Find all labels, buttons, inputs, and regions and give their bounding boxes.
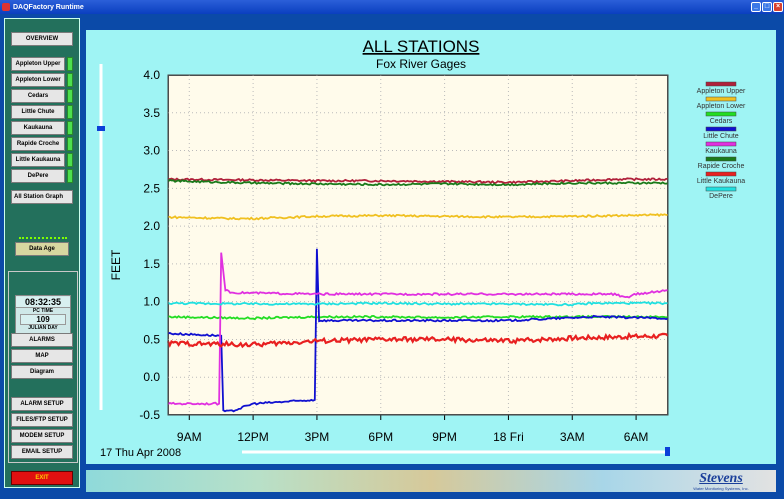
series-line-kaukauna	[167, 252, 668, 406]
legend-swatch	[705, 186, 737, 192]
legend-label: Little Kaukauna	[697, 178, 745, 185]
left-nav-panel: OVERVIEW Appleton Upper Appleton Lower Ced…	[4, 18, 80, 488]
legend-swatch	[705, 81, 737, 87]
alarms-button[interactable]: ALARMS	[11, 333, 73, 347]
chart-title: ALL STATIONS	[363, 37, 480, 56]
legend-swatch	[705, 156, 737, 162]
modem-setup-button[interactable]: MODEM SETUP	[11, 429, 73, 443]
series-line-appleton-lower	[167, 213, 669, 221]
y-tick-label: 0.0	[143, 370, 160, 384]
julian-day: 109	[20, 314, 66, 325]
minimize-button[interactable]: _	[751, 2, 761, 12]
station-button-cedars[interactable]: Cedars	[11, 89, 65, 103]
email-setup-button[interactable]: EMAIL SETUP	[11, 445, 73, 459]
x-tick-label: 3PM	[305, 430, 330, 444]
station-status-indicator	[67, 153, 73, 167]
data-age-button[interactable]: Data Age	[15, 242, 69, 256]
horizontal-scroll-thumb[interactable]	[665, 447, 670, 456]
maximize-button[interactable]: □	[762, 2, 772, 12]
x-tick-label: 18 Fri	[493, 430, 524, 444]
y-tick-label: -0.5	[139, 408, 160, 422]
app-icon	[2, 3, 10, 11]
station-button-rapide-croche[interactable]: Rapide Croche	[11, 137, 65, 151]
station-status-indicator	[67, 169, 73, 183]
y-tick-label: 3.5	[143, 106, 160, 120]
legend-label: Appleton Lower	[697, 103, 746, 110]
legend-label: Cedars	[710, 118, 733, 125]
station-status-indicator	[67, 89, 73, 103]
data-age-indicator	[19, 237, 67, 241]
overview-button[interactable]: OVERVIEW	[11, 32, 73, 46]
series-line-rapide-croche	[167, 178, 669, 187]
vertical-scroll-thumb[interactable]	[97, 126, 105, 131]
y-tick-label: 2.0	[143, 219, 160, 233]
y-tick-label: 2.5	[143, 181, 160, 195]
x-tick-label: 9PM	[432, 430, 457, 444]
series-line-appleton-upper	[167, 177, 669, 185]
pc-time-label: PC TIME	[32, 308, 54, 314]
alarm-setup-button[interactable]: ALARM SETUP	[11, 397, 73, 411]
plot-area	[168, 75, 668, 415]
julian-day-label: JULIAN DAY	[28, 325, 58, 331]
legend-label: Rapide Croche	[698, 163, 745, 170]
window-title: DAQFactory Runtime	[13, 3, 84, 11]
x-tick-label: 6AM	[624, 430, 649, 444]
bottom-strip	[86, 470, 776, 492]
station-button-depere[interactable]: DePere	[11, 169, 65, 183]
title-bar: DAQFactory Runtime _ □ ×	[0, 0, 784, 14]
legend-label: DePere	[709, 193, 733, 200]
y-tick-label: 3.0	[143, 144, 160, 158]
station-status-indicator	[67, 137, 73, 151]
y-tick-label: 1.5	[143, 257, 160, 271]
pc-time: 08:32:35	[16, 297, 70, 308]
series-line-depere	[167, 301, 668, 307]
legend-swatch	[705, 111, 737, 117]
y-tick-label: 0.5	[143, 332, 160, 346]
station-status-indicator	[67, 121, 73, 135]
stevens-logo: Stevens Water Monitoring Systems, Inc.	[676, 472, 766, 492]
x-tick-label: 3AM	[560, 430, 585, 444]
exit-button[interactable]: EXIT	[11, 471, 73, 485]
station-status-indicator	[67, 105, 73, 119]
chart-subtitle: Fox River Gages	[376, 57, 466, 71]
legend-swatch	[705, 96, 737, 102]
series-line-little-chute	[167, 248, 669, 413]
station-status-indicator	[67, 73, 73, 87]
logo-text: Stevens	[699, 471, 743, 486]
y-axis-label: FEET	[109, 249, 123, 280]
legend-label: Appleton Upper	[697, 88, 746, 95]
files-ftp-setup-button[interactable]: FILES/FTP SETUP	[11, 413, 73, 427]
y-tick-label: 4.0	[143, 68, 160, 82]
station-button-kaukauna[interactable]: Kaukauna	[11, 121, 65, 135]
station-status-indicator	[67, 57, 73, 71]
x-tick-label: 12PM	[237, 430, 268, 444]
y-tick-label: 1.0	[143, 295, 160, 309]
x-tick-label: 6PM	[368, 430, 393, 444]
legend-swatch	[705, 126, 737, 132]
all-station-graph-button[interactable]: All Station Graph	[11, 190, 73, 204]
legend-swatch	[705, 171, 737, 177]
legend-label: Little Chute	[703, 133, 739, 140]
legend-swatch	[705, 141, 737, 147]
date-label: 17 Thu Apr 2008	[100, 447, 181, 459]
map-button[interactable]: MAP	[11, 349, 73, 363]
control-group	[8, 271, 78, 463]
station-button-appleton-lower[interactable]: Appleton Lower	[11, 73, 65, 87]
station-button-appleton-upper[interactable]: Appleton Upper	[11, 57, 65, 71]
x-tick-label: 9AM	[177, 430, 202, 444]
station-button-little-kaukauna[interactable]: Little Kaukauna	[11, 153, 65, 167]
series-line-little-kaukauna	[167, 331, 669, 349]
station-button-little-chute[interactable]: Little Chute	[11, 105, 65, 119]
logo-subtext: Water Monitoring Systems, Inc.	[693, 486, 749, 491]
legend-label: Kaukauna	[705, 148, 737, 155]
diagram-button[interactable]: Diagram	[11, 365, 73, 379]
close-button[interactable]: ×	[773, 2, 783, 12]
plot-frame	[167, 74, 669, 416]
